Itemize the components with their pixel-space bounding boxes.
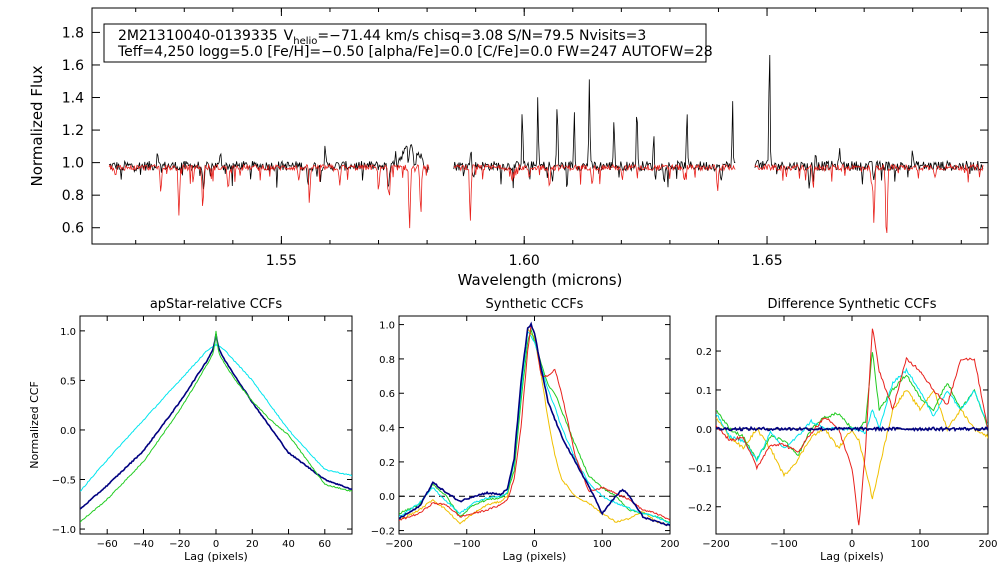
apstar-ccf-panel: −60 −40 −20 0 20 40 60 −1.0 −0.5 0.0 0.5 1.0 apStar-… xyxy=(28,297,353,563)
y-tick-label: 1.4 xyxy=(62,91,84,107)
plot-frame xyxy=(91,7,989,245)
x-tick-label: −200 xyxy=(385,539,412,550)
x-tick-label: 1.65 xyxy=(751,253,782,269)
y-axis-label: Normalized CCF xyxy=(28,381,41,469)
spectrum-observed-line xyxy=(754,54,984,189)
x-tick-label: 20 xyxy=(246,539,259,550)
y-tick-label: −0.2 xyxy=(371,527,395,538)
annotation-stats: =−71.44 km/s chisq=3.08 S/N=79.5 Nvisits… xyxy=(317,28,646,44)
axes: −200 −100 0 100 200 −0.2 −0.1 0.0 0.1 0.2 xyxy=(688,315,998,550)
spectrum-observed-line xyxy=(108,144,430,190)
y-tick-label: 1.0 xyxy=(379,321,395,332)
y-tick-label: 0.5 xyxy=(60,376,76,387)
x-tick-label: 0 xyxy=(531,539,537,550)
x-tick-label: 0 xyxy=(849,539,855,550)
y-tick-label: 0.6 xyxy=(379,389,395,400)
x-tick-label: −100 xyxy=(770,539,797,550)
series-line-cyan xyxy=(716,367,988,462)
annotation-box xyxy=(103,23,707,63)
axes: 1.55 1.60 1.65 0.6 0.8 1.0 1.2 1.4 1.6 1.8 xyxy=(62,7,989,269)
spectrum-panel: 1.55 1.60 1.65 0.6 0.8 1.0 1.2 1.4 1.6 1.8 Wavelen… xyxy=(28,7,989,289)
panel-title: apStar-relative CCFs xyxy=(150,297,283,312)
x-axis-label: Lag (pixels) xyxy=(820,550,884,563)
y-tick-label: 0.8 xyxy=(62,188,84,204)
y-tick-label: 1.0 xyxy=(62,156,84,172)
plot-frame xyxy=(715,315,989,535)
x-tick-label: −60 xyxy=(97,539,118,550)
plot-area xyxy=(399,321,670,527)
y-tick-label: 0.2 xyxy=(696,347,712,358)
panel-title: Difference Synthetic CCFs xyxy=(767,297,936,312)
series-line-cyan xyxy=(399,330,670,524)
series-line-yellow xyxy=(716,389,988,500)
y-tick-label: −0.5 xyxy=(52,476,76,487)
y-tick-label: 1.0 xyxy=(60,327,76,338)
y-tick-label: 1.8 xyxy=(62,25,84,41)
y-tick-label: 0.0 xyxy=(379,492,395,503)
panel-title: Synthetic CCFs xyxy=(486,297,584,312)
plot-area xyxy=(108,54,984,234)
y-tick-label: 1.2 xyxy=(62,123,84,139)
plot-frame xyxy=(398,315,671,535)
x-tick-label: −100 xyxy=(453,539,480,550)
y-tick-label: 1.6 xyxy=(62,58,84,74)
x-tick-label: 0 xyxy=(213,539,219,550)
plot-area xyxy=(716,328,988,526)
series-line-navy xyxy=(716,425,988,433)
synthetic-ccf-panel: −200 −100 0 100 200 −0.2 0.0 0.2 0.4 0.6 0.8 1.0 Syn… xyxy=(371,297,680,563)
y-tick-label: 0.2 xyxy=(379,458,395,469)
annotation-line-2: Teff=4,250 logg=5.0 [Fe/H]=−0.50 [alpha/… xyxy=(117,44,713,60)
axes: −60 −40 −20 0 20 40 60 −1.0 −0.5 0.0 0.5 1.0 xyxy=(52,315,353,550)
x-tick-label: −200 xyxy=(702,539,729,550)
y-tick-label: −0.1 xyxy=(688,464,712,475)
x-tick-label: 200 xyxy=(660,539,679,550)
y-tick-label: 0.6 xyxy=(62,221,84,237)
x-tick-label: −40 xyxy=(133,539,154,550)
y-tick-label: 0.0 xyxy=(60,426,76,437)
series-line-red xyxy=(716,328,988,526)
x-tick-label: −20 xyxy=(169,539,190,550)
x-tick-label: 100 xyxy=(593,539,612,550)
y-tick-label: −0.2 xyxy=(688,503,712,514)
series-line-green xyxy=(716,352,988,463)
axes: −200 −100 0 100 200 −0.2 0.0 0.2 0.4 0.6 0.8 1.0 xyxy=(371,315,680,550)
spectrum-annotation: 2M21310040-0139335 Vhelio=−71.44 km/s chi… xyxy=(103,23,713,63)
x-tick-label: 1.55 xyxy=(266,253,297,269)
spectrum-observed-line xyxy=(453,79,736,189)
y-tick-label: 0.0 xyxy=(696,425,712,436)
spectrum-model-line xyxy=(453,163,736,221)
annotation-v-label: V xyxy=(284,28,294,44)
y-tick-label: −1.0 xyxy=(52,525,76,536)
plot-frame xyxy=(79,315,353,535)
series-line-green xyxy=(399,327,670,523)
x-tick-label: 40 xyxy=(282,539,295,550)
series-line-navy xyxy=(80,333,352,510)
plot-area xyxy=(80,330,352,523)
x-axis-label: Lag (pixels) xyxy=(184,550,248,563)
x-axis-label: Wavelength (microns) xyxy=(458,271,623,289)
y-tick-label: 0.4 xyxy=(379,424,395,435)
annotation-line-1: 2M21310040-0139335 Vhelio=−71.44 km/s chi… xyxy=(118,28,646,47)
y-tick-label: 0.1 xyxy=(696,386,712,397)
x-axis-label: Lag (pixels) xyxy=(503,550,567,563)
spectrum-model-line xyxy=(108,163,430,229)
x-tick-label: 60 xyxy=(318,539,331,550)
series-line-cyan xyxy=(80,343,352,492)
difference-ccf-panel: −200 −100 0 100 200 −0.2 −0.1 0.0 0.1 0.2 Differen… xyxy=(688,297,998,563)
x-tick-label: 1.60 xyxy=(509,253,540,269)
series-line-green xyxy=(80,330,352,523)
spectrum-model-line xyxy=(754,163,984,234)
series-line-navy xyxy=(399,321,670,527)
annotation-v-subscript: helio xyxy=(293,36,317,47)
y-tick-label: 0.8 xyxy=(379,355,395,366)
annotation-star-id: 2M21310040-0139335 xyxy=(118,28,278,44)
y-axis-label: Normalized Flux xyxy=(28,65,46,186)
series-line-yellow xyxy=(399,326,670,527)
x-tick-label: 100 xyxy=(910,539,929,550)
x-tick-label: 200 xyxy=(978,539,997,550)
